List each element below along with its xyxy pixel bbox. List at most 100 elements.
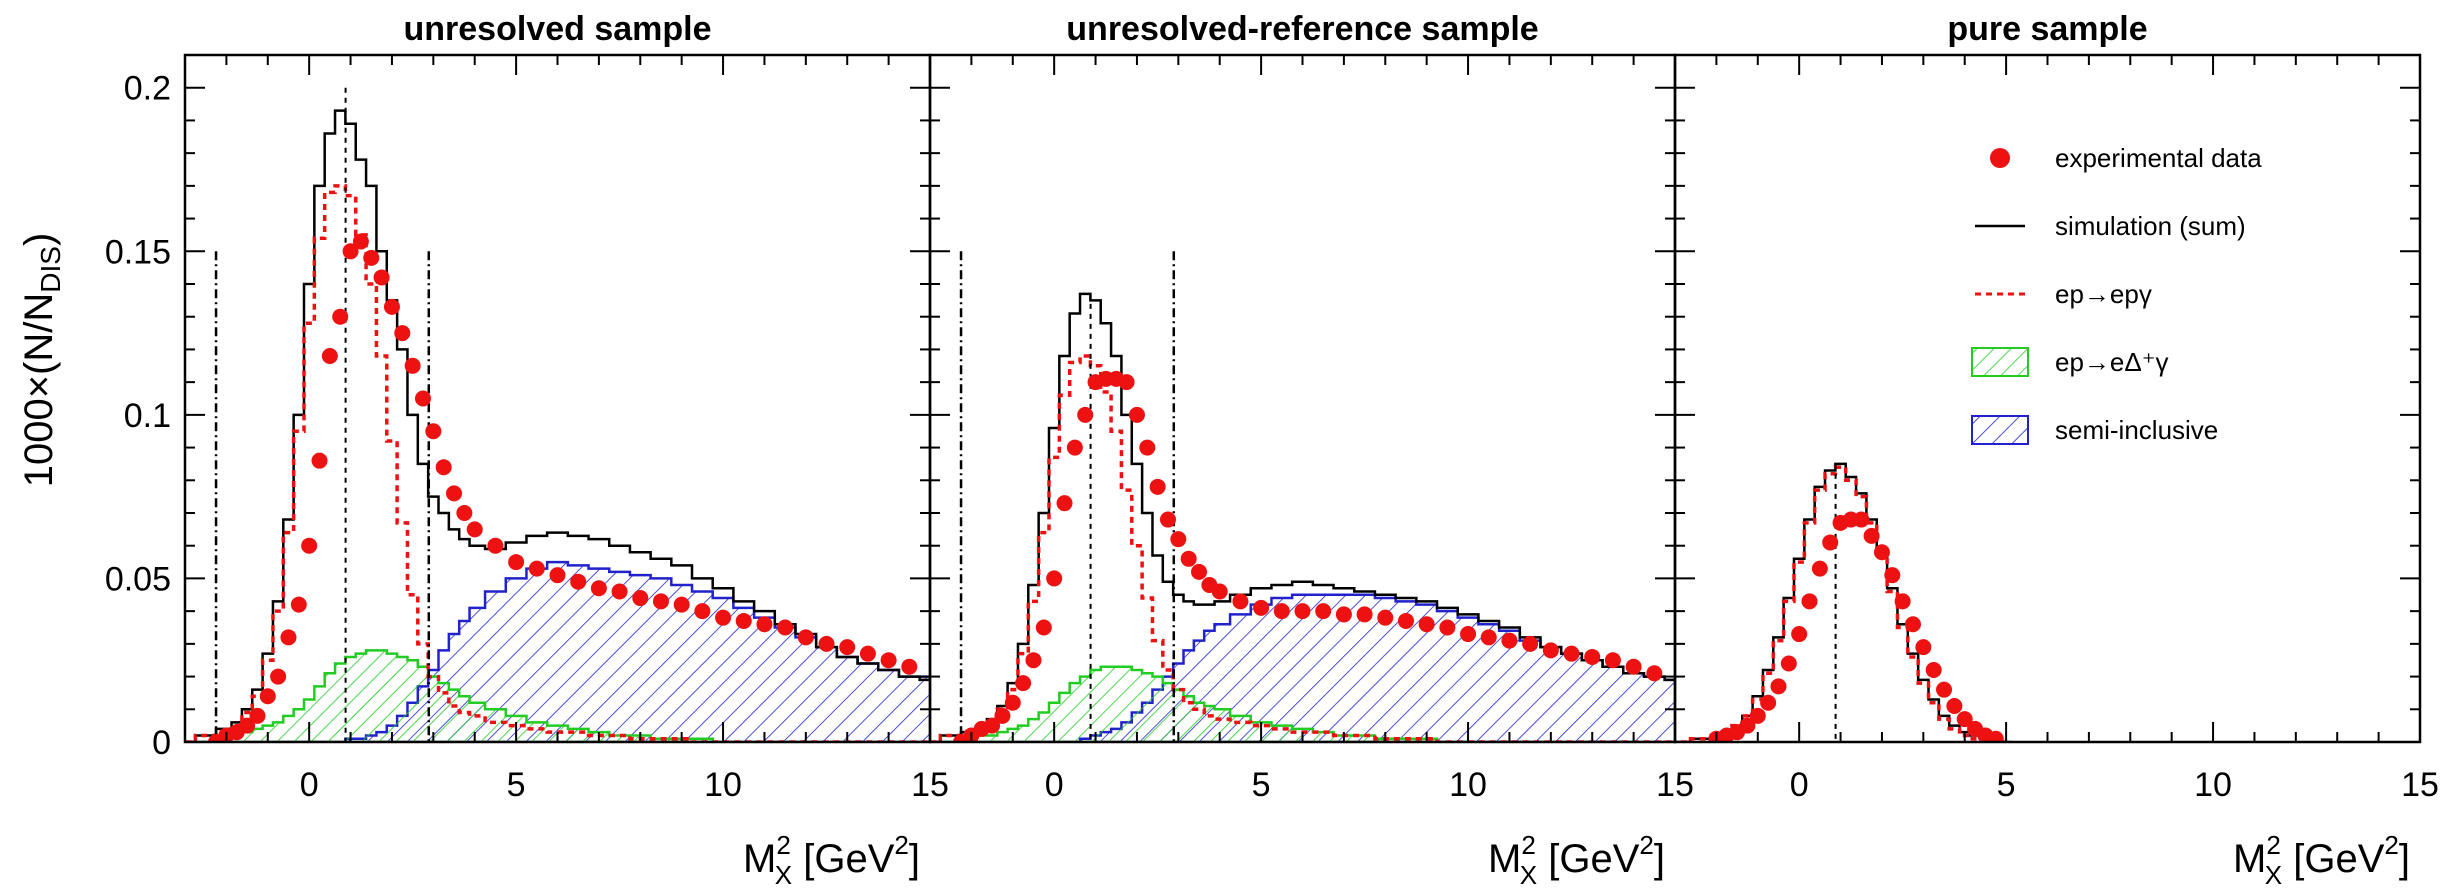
x-axis-label-part: [GeV — [792, 837, 895, 881]
x-axis-label-part: ] — [909, 837, 920, 881]
x-axis-label-part: [GeV — [1537, 837, 1640, 881]
data-point — [1522, 635, 1539, 652]
data-point — [425, 423, 442, 440]
y-tick-label: 0.2 — [124, 70, 171, 108]
x-tick-label: 5 — [1252, 766, 1271, 804]
data-point — [673, 596, 690, 613]
legend-data-marker — [1990, 148, 2010, 168]
x-axis-label-part: M — [2233, 837, 2266, 881]
x-axis-label: M2 X [GeV2] — [1488, 830, 1665, 890]
data-point — [1501, 632, 1518, 649]
legend: experimental data simulation (sum) ep→epγ e… — [1971, 143, 2262, 445]
x-tick-label: 0 — [1045, 766, 1064, 804]
x-tick-label: 15 — [911, 766, 949, 804]
data-point — [901, 658, 918, 675]
x-axis-label-part: 2 — [894, 830, 908, 860]
data-point — [1863, 527, 1880, 544]
data-point — [818, 635, 835, 652]
x-axis-label-part: 2 — [2384, 830, 2398, 860]
data-point — [383, 298, 400, 315]
data-point — [1956, 711, 1973, 728]
data-point — [1077, 406, 1094, 423]
data-point — [394, 325, 411, 342]
x-axis-label-part: [GeV — [2282, 837, 2385, 881]
data-point — [590, 580, 607, 597]
data-point — [1987, 730, 2004, 742]
data-point — [880, 652, 897, 669]
panel-title: pure sample — [1947, 10, 2147, 48]
data-point — [1853, 511, 1870, 528]
x-axis-label-part: X — [2265, 860, 2282, 890]
x-tick-label: 15 — [2401, 766, 2439, 804]
data-point — [373, 269, 390, 286]
data-point — [1294, 603, 1311, 620]
data-point — [1739, 717, 1756, 734]
x-tick-label: 10 — [2194, 766, 2232, 804]
semi-inclusive-histogram — [185, 560, 930, 742]
legend-entry: semi-inclusive — [1971, 415, 2218, 445]
panel-title: unresolved sample — [403, 10, 711, 48]
data-point — [1811, 560, 1828, 577]
x-axis-label-part: 2 — [776, 830, 790, 860]
data-point — [1646, 665, 1663, 682]
data-point — [363, 249, 380, 266]
data-point — [1035, 619, 1052, 636]
data-point — [1191, 563, 1208, 580]
data-point — [994, 707, 1011, 724]
data-point — [984, 717, 1001, 734]
data-point — [280, 629, 297, 646]
data-point — [1770, 678, 1787, 695]
panel-frame — [1673, 53, 2422, 744]
data-point — [1760, 694, 1777, 711]
data-point — [570, 573, 587, 590]
data-point — [414, 390, 431, 407]
data-point — [735, 612, 752, 629]
simulation-sum-histogram — [930, 292, 1675, 742]
data-point — [456, 505, 473, 521]
data-point — [1397, 612, 1414, 629]
x-tick-label: 0 — [300, 766, 319, 804]
data-point — [332, 308, 349, 325]
data-point — [839, 639, 856, 656]
x-axis-label-part: X — [1520, 860, 1537, 890]
data-point — [1563, 645, 1580, 662]
data-point — [487, 537, 504, 554]
ep-ep-gamma-histogram — [185, 184, 930, 742]
data-point — [1780, 655, 1797, 672]
data-point — [1180, 550, 1197, 567]
data-point — [1584, 648, 1601, 665]
data-point — [1822, 534, 1839, 551]
data-point — [1894, 593, 1911, 610]
data-point — [1056, 495, 1073, 512]
data-point — [1232, 593, 1249, 610]
x-axis-label-part: X — [775, 860, 792, 890]
data-point — [1315, 603, 1332, 620]
legend-entry: ep→eΔ⁺γ — [1971, 347, 2168, 377]
data-point — [1356, 606, 1373, 623]
data-point — [1801, 593, 1818, 610]
data-point — [1066, 439, 1083, 456]
x-axis-label-part: 2 — [2266, 830, 2280, 860]
legend-semi-swatch — [1971, 415, 2029, 445]
data-point — [1936, 681, 1953, 698]
x-axis-label-part: M — [1488, 837, 1521, 881]
legend-label: ep→eΔ⁺γ — [2055, 347, 2168, 377]
data-point — [446, 485, 463, 502]
data-point — [1149, 478, 1166, 495]
data-point — [342, 243, 359, 260]
x-tick-label: 5 — [1997, 766, 2016, 804]
legend-entry: ep→epγ — [1975, 279, 2152, 309]
panel-content — [930, 251, 1675, 742]
data-point — [435, 459, 452, 476]
data-point — [352, 233, 369, 250]
panel-title: unresolved-reference sample — [1066, 10, 1538, 48]
simulation-sum-histogram — [185, 109, 930, 742]
data-point — [1542, 642, 1559, 659]
data-point — [528, 560, 545, 577]
data-point — [1139, 439, 1156, 456]
data-point — [1253, 599, 1270, 616]
data-point — [1749, 707, 1766, 724]
y-tick-label: 0.1 — [124, 397, 171, 435]
data-point — [249, 707, 266, 724]
